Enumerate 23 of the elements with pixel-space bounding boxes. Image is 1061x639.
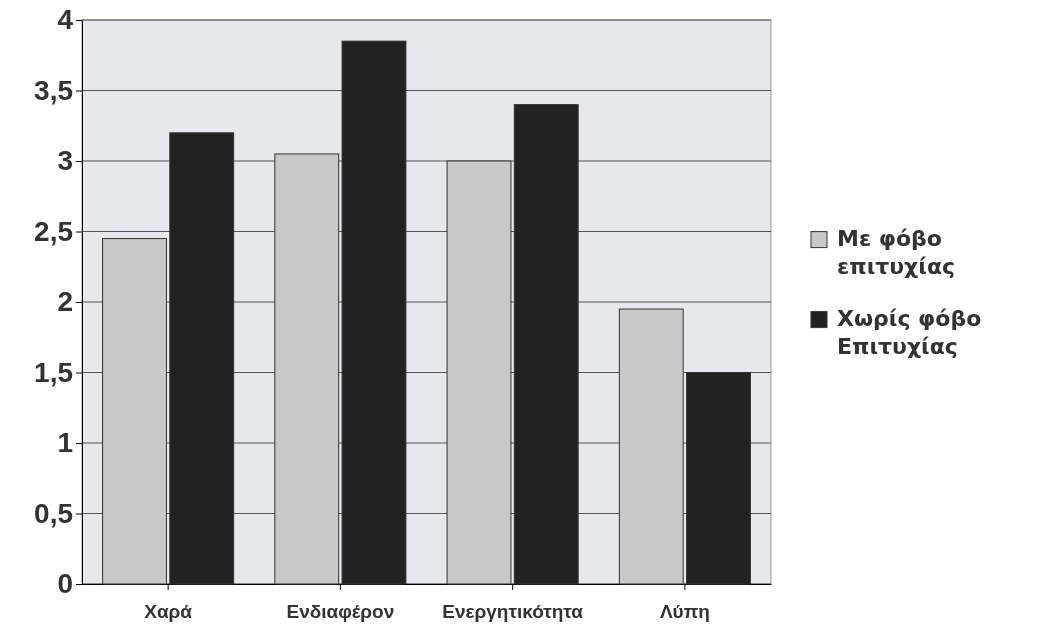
x-tick-label: Ενεργητικότητα [442, 600, 584, 622]
y-tick-label: 1,5 [34, 356, 73, 388]
bar [274, 153, 340, 585]
bar [513, 104, 579, 585]
y-tick-label: 0 [57, 568, 73, 600]
y-tick-label: 3 [57, 145, 73, 177]
legend-label: Με φόβο επιτυχίας [837, 225, 956, 279]
y-tick-label: 2 [57, 286, 73, 318]
bar [102, 238, 167, 585]
y-tick-label: 4 [57, 4, 74, 36]
legend-label: Χωρίς φόβο Επιτυχίας [837, 305, 982, 359]
x-tick-label: Ενδιαφέρον [286, 600, 395, 622]
y-tick-label: 3,5 [34, 74, 73, 106]
x-tick-label: Λύπη [659, 600, 710, 622]
bar [686, 372, 751, 585]
y-tick-label: 2,5 [34, 215, 73, 247]
bar [446, 160, 512, 585]
bar [618, 308, 684, 585]
bar [169, 132, 235, 585]
y-tick-label: 1 [57, 427, 73, 459]
x-tick-label: Χαρά [144, 600, 193, 622]
bar [341, 40, 407, 585]
y-tick-label: 0,5 [34, 497, 73, 529]
